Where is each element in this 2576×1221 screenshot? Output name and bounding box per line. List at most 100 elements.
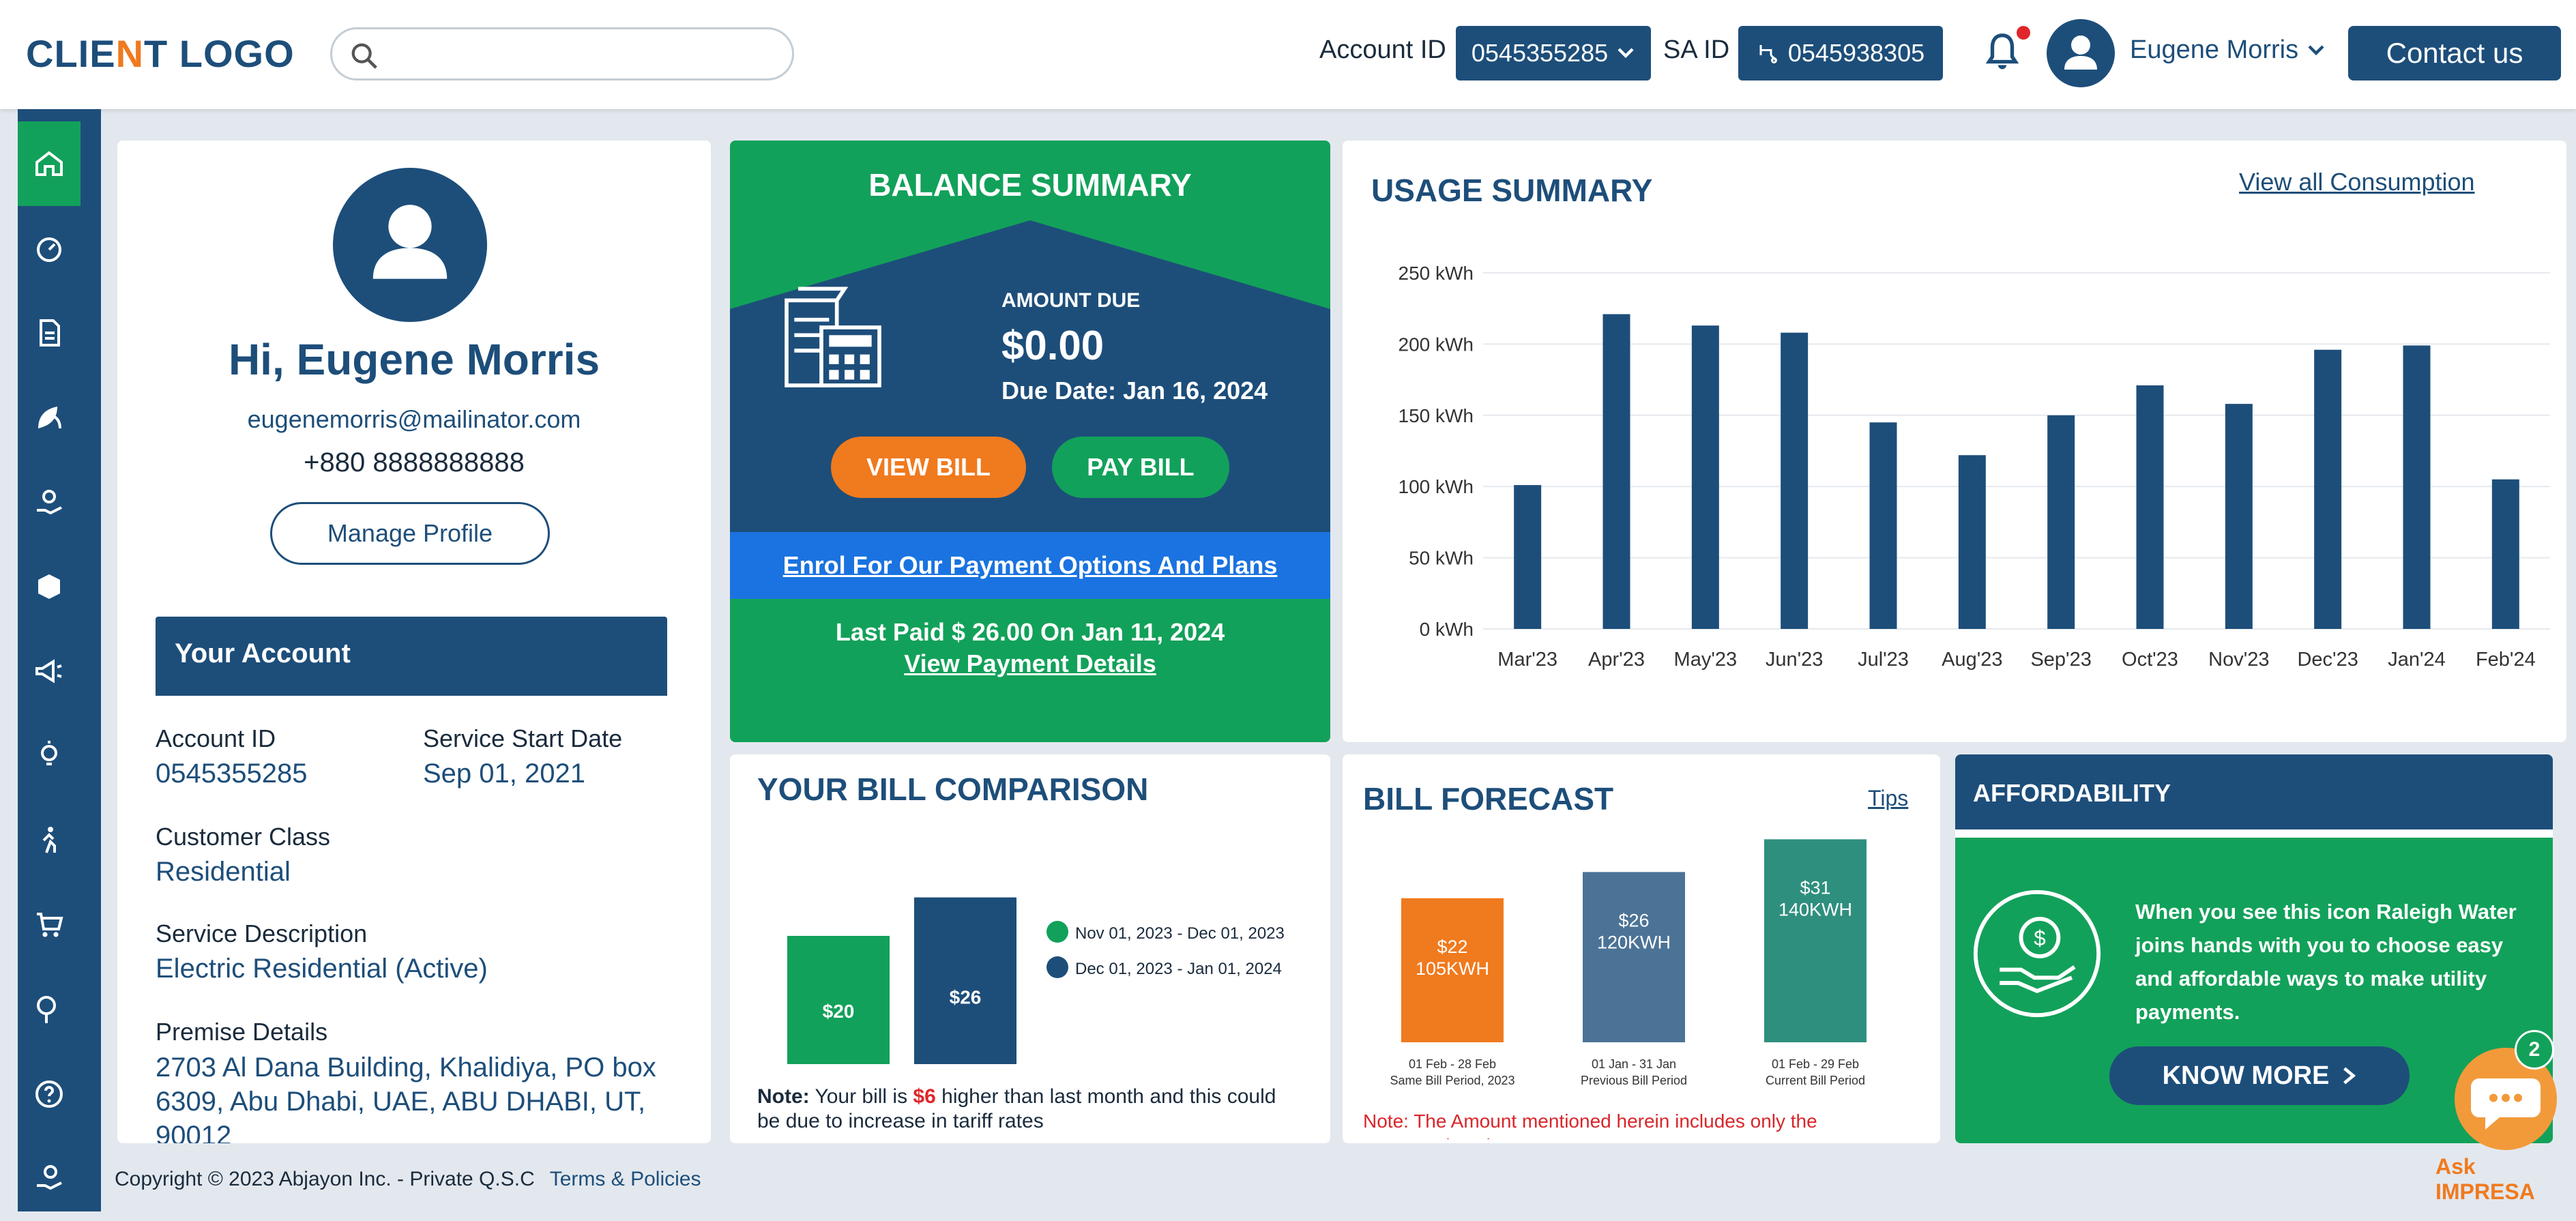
usage-bar [1958, 455, 1986, 629]
dashboard-icon[interactable] [18, 206, 80, 291]
comparison-bar-label: $20 [823, 1001, 855, 1022]
affordability-title: AFFORDABILITY [1955, 754, 2553, 829]
top-bar: CLIENT LOGO Account ID 0545355285 SA ID … [0, 0, 2576, 109]
usage-bar-chart: 0 kWh 50 kWh 100 kWh 150 kWh 200 kWh 250 kWh M… [1399, 263, 2550, 671]
usage-bar [1781, 332, 1809, 629]
megaphone-icon[interactable] [18, 629, 80, 714]
usage-summary-card: USAGE SUMMARY View all Consumption 0 kWh… [1343, 141, 2566, 742]
bill-comparison-chart: $20 $26 Nov 01, 2023 - Dec 01, 2023 Dec 01,… [787, 897, 1285, 1064]
view-all-consumption-link[interactable]: View all Consumption [2239, 168, 2475, 196]
chat-bubble-icon [2471, 1078, 2541, 1130]
x-tick-label: Oct'23 [2122, 649, 2178, 671]
tips-link[interactable]: Tips [1868, 786, 1909, 810]
notification-dot [2017, 26, 2030, 40]
ask-impresa-label[interactable]: Ask IMPRESA [2435, 1154, 2535, 1204]
user-avatar[interactable] [2047, 19, 2115, 87]
forecast-bar-kwh: 140KWH [1779, 899, 1852, 920]
balance-title: BALANCE SUMMARY [868, 167, 1192, 203]
meter-icon[interactable] [18, 967, 80, 1052]
know-more-button[interactable]: KNOW MORE [2109, 1046, 2410, 1105]
account-id-dropdown[interactable]: 0545355285 [1456, 26, 1651, 80]
x-tick-label: Mar'23 [1497, 649, 1557, 671]
view-bill-button[interactable]: VIEW BILL [831, 437, 1026, 498]
forecast-period-label: 01 Jan - 31 Jan [1592, 1057, 1676, 1071]
home-icon[interactable] [18, 121, 80, 206]
search-input[interactable] [330, 27, 794, 80]
user-menu[interactable]: Eugene Morris [2130, 35, 2326, 65]
search-icon [351, 43, 377, 69]
help-icon[interactable] [18, 1052, 80, 1136]
bill-icon[interactable] [18, 291, 80, 375]
forecast-bar-label: $26 [1618, 910, 1649, 930]
forecast-period-label: 01 Feb - 28 Feb [1409, 1057, 1496, 1071]
usage-bar [2225, 404, 2253, 629]
hand-coin-icon[interactable] [18, 1136, 80, 1221]
profile-phone: +880 8888888888 [304, 447, 525, 477]
usage-bar [1514, 485, 1542, 629]
profile-avatar [333, 168, 487, 322]
customer-class-value: Residential [156, 857, 291, 887]
x-tick-label: Nov'23 [2208, 649, 2269, 671]
usage-bar [1691, 325, 1719, 629]
client-logo[interactable]: CLIENT LOGO [26, 32, 295, 75]
your-account-header: Your Account [156, 617, 667, 696]
y-tick-label: 200 kWh [1399, 334, 1474, 355]
legend-label: Nov 01, 2023 - Dec 01, 2023 [1075, 924, 1285, 943]
x-tick-label: May'23 [1674, 649, 1738, 671]
forecast-period-sublabel: Previous Bill Period [1581, 1074, 1687, 1087]
forecast-bar-kwh: 120KWH [1597, 932, 1671, 952]
amount-due-label: AMOUNT DUE [1001, 289, 1141, 312]
x-tick-label: Jan'24 [2388, 649, 2446, 671]
account-id-label: Account ID [1319, 35, 1446, 64]
notification-bell-icon[interactable] [1982, 26, 2030, 77]
view-payment-details-link[interactable]: View Payment Details [904, 649, 1156, 677]
chevron-down-icon [2308, 44, 2324, 55]
bill-forecast-card: BILL FORECAST Tips $22 105KWH 01 Feb - 28 … [1343, 754, 1940, 1143]
balance-summary-card: BALANCE SUMMARY AMOUNT DUE $0.00 Due Dat… [730, 141, 1330, 742]
bulb-icon[interactable] [18, 714, 80, 798]
comparison-note: Note: Your bill is $6 higher than last m… [757, 1085, 1276, 1132]
customer-class-label: Customer Class [156, 823, 331, 851]
box-icon[interactable] [18, 544, 80, 629]
pay-bill-button[interactable]: PAY BILL [1052, 437, 1229, 498]
svg-text:$: $ [2034, 926, 2045, 950]
manage-profile-button[interactable]: Manage Profile [270, 502, 550, 565]
leaf-icon[interactable] [18, 375, 80, 460]
y-tick-label: 150 kWh [1399, 405, 1474, 426]
x-tick-label: Aug'23 [1942, 649, 2002, 671]
comparison-bar [787, 936, 890, 1064]
x-tick-label: Jun'23 [1766, 649, 1824, 671]
service-desc-label: Service Description [156, 920, 368, 947]
bill-forecast-title: BILL FORECAST [1363, 781, 1614, 817]
sa-id-button[interactable]: 0545938305 [1738, 26, 1943, 80]
x-tick-label: Dec'23 [2297, 649, 2358, 671]
walk-icon[interactable] [18, 798, 80, 883]
contact-us-button[interactable]: Contact us [2348, 26, 2561, 80]
forecast-bar [1583, 872, 1685, 1042]
sa-id-label: SA ID [1663, 35, 1730, 64]
due-date: Due Date: Jan 16, 2024 [1001, 377, 1268, 404]
account-id-value: 0545355285 [156, 759, 308, 789]
usage-title: USAGE SUMMARY [1371, 173, 1653, 208]
chevron-right-icon [2343, 1067, 2356, 1085]
cart-icon[interactable] [18, 883, 80, 967]
forecast-note: Note: The Amount mentioned herein includ… [1363, 1110, 1817, 1139]
affordability-card: AFFORDABILITY $ When you see this icon R… [1955, 754, 2553, 1143]
x-tick-label: Sep'23 [2030, 649, 2091, 671]
profile-card: Hi, Eugene Morris eugenemorris@mailinato… [117, 141, 711, 1143]
hand-coin-icon: $ [1973, 889, 2101, 1018]
sidebar-nav [18, 109, 101, 1211]
profile-email: eugenemorris@mailinator.com [247, 405, 581, 433]
premise-value: 2703 Al Dana Building, Khalidiya, PO box… [156, 1053, 656, 1143]
legend-swatch [1046, 956, 1068, 978]
y-tick-label: 250 kWh [1399, 263, 1474, 284]
bill-comparison-card: YOUR BILL COMPARISON $20 $26 Nov 01, 2023 … [730, 754, 1330, 1143]
hand-sun-icon[interactable] [18, 460, 80, 544]
terms-link[interactable]: Terms & Policies [549, 1168, 701, 1190]
service-desc-value: Electric Residential (Active) [156, 954, 488, 984]
enrol-payment-options-link[interactable]: Enrol For Our Payment Options And Plans [730, 532, 1330, 599]
forecast-bar-label: $22 [1437, 937, 1467, 957]
forecast-period-sublabel: Current Bill Period [1766, 1074, 1865, 1087]
forecast-bar-kwh: 105KWH [1416, 958, 1489, 979]
x-tick-label: Feb'24 [2476, 649, 2536, 671]
